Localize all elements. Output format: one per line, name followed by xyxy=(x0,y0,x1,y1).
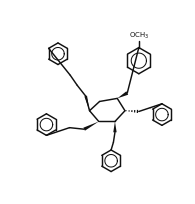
Polygon shape xyxy=(84,96,90,111)
Polygon shape xyxy=(113,122,117,132)
Polygon shape xyxy=(83,122,99,131)
Text: OCH$_3$: OCH$_3$ xyxy=(129,31,149,41)
Polygon shape xyxy=(117,91,128,98)
